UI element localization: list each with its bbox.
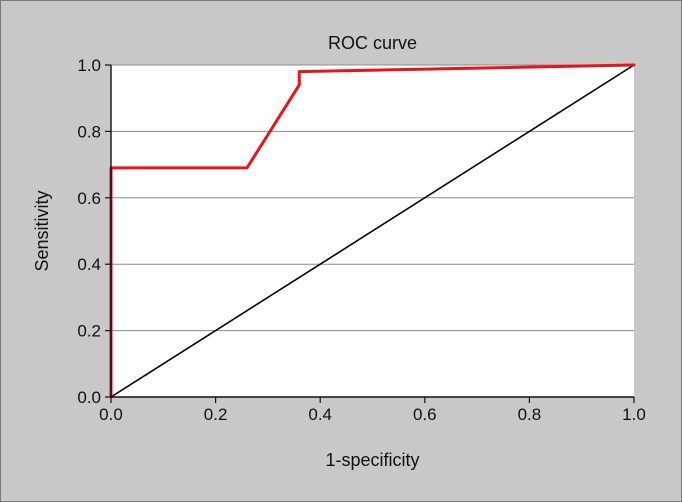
y-tick-label: 0.0 [77,388,101,407]
reference-diagonal-line [110,64,635,398]
x-tick-label: 0.2 [204,405,228,424]
reference-line-layer [110,64,635,398]
x-axis-label: 1-specificity [325,450,419,470]
y-tick-label: 0.6 [77,189,101,208]
x-tick-label: 0.6 [413,405,437,424]
x-tick-label: 0.8 [518,405,542,424]
y-axis-ticks: 0.0 0.2 0.4 0.6 0.8 1.0 [77,56,111,407]
grid-lines [111,64,634,332]
y-axis-label: Sensitivity [32,190,52,271]
chart-title: ROC curve [328,33,417,53]
x-tick-label: 1.0 [622,405,646,424]
y-tick-label: 0.8 [77,122,101,141]
y-tick-label: 0.4 [77,255,101,274]
x-tick-label: 0.0 [99,405,123,424]
y-tick-label: 1.0 [77,56,101,75]
y-tick-label: 0.2 [77,322,101,341]
axes [110,65,634,398]
x-tick-label: 0.4 [308,405,332,424]
x-axis-ticks: 0.0 0.2 0.4 0.6 0.8 1.0 [99,397,646,424]
